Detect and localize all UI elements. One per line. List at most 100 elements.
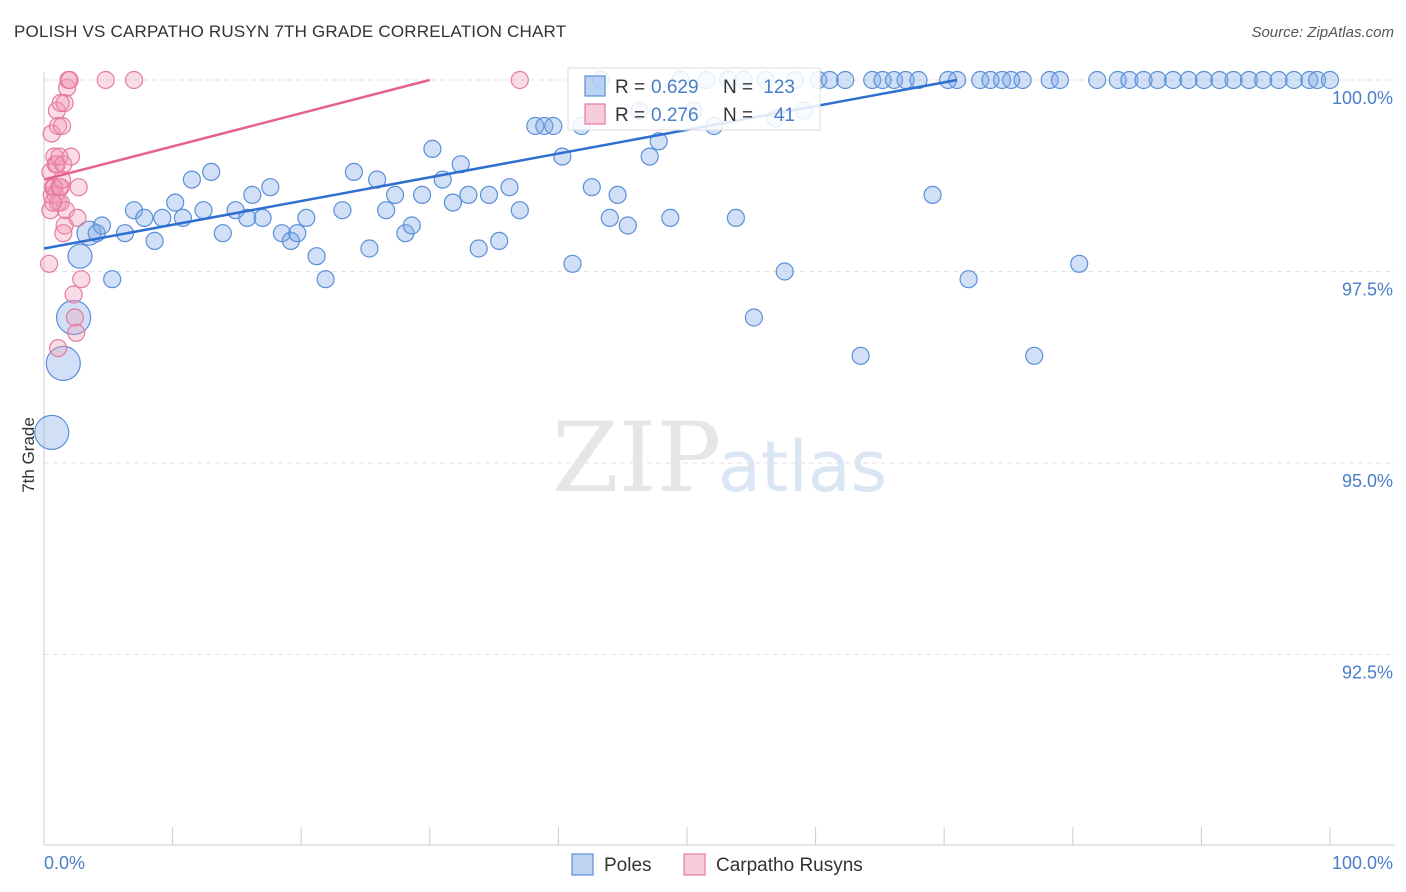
stats-swatch [584, 75, 606, 97]
poles-point [1253, 70, 1273, 90]
poles-point [1269, 70, 1288, 90]
poles-point [103, 270, 122, 289]
poles-point [1284, 70, 1304, 90]
rusyns-point [52, 116, 72, 136]
poles-point [92, 216, 112, 235]
poles-point [194, 201, 213, 220]
poles-point [443, 193, 462, 212]
poles-point [510, 201, 529, 220]
poles-point [1148, 70, 1167, 90]
poles-point [1040, 70, 1059, 90]
poles-point [744, 308, 764, 327]
stats-box-frame [567, 67, 821, 131]
poles-point [661, 208, 680, 227]
poles-point [1070, 254, 1089, 273]
poles-point [1013, 70, 1032, 90]
poles-point [182, 170, 201, 189]
poles-point [1025, 346, 1044, 365]
poles-point [959, 270, 978, 289]
poles-point [153, 208, 172, 227]
poles-point [135, 208, 154, 227]
stats-box: R = 0.629 N = 123 R = 0.276 N = 41 [567, 67, 821, 131]
poles-point [333, 201, 352, 220]
poles-point [316, 270, 335, 289]
poles-point [1210, 70, 1229, 90]
rusyns-point [64, 285, 83, 304]
poles-point [1194, 70, 1214, 90]
poles-point [413, 185, 432, 204]
poles-point [1300, 70, 1319, 90]
poles-point [582, 178, 601, 197]
stats-r-value: 0.629 [651, 77, 699, 98]
chart-title: POLISH VS CARPATHO RUSYN 7TH GRADE CORRE… [14, 22, 567, 41]
poles-point [344, 162, 363, 181]
poles-point [490, 231, 509, 250]
legend-swatch-poles [571, 853, 594, 876]
poles-point [971, 70, 990, 90]
poles-point [608, 185, 627, 204]
poles-point [726, 208, 746, 227]
x-tick-label: 100.0% [1332, 853, 1393, 873]
poles-point [479, 185, 499, 204]
x-tick-label: 0.0% [44, 853, 85, 873]
poles-point [600, 208, 619, 227]
poles-point [1179, 70, 1198, 90]
poles-point [297, 208, 316, 227]
stats-n-label: N = [723, 105, 753, 126]
poles-point [377, 201, 396, 220]
x-tick-labels: 0.0% 100.0% [44, 853, 1393, 873]
poles-point [423, 139, 442, 158]
poles-point [1320, 70, 1340, 90]
poles-point [360, 239, 379, 258]
rusyns-point [69, 178, 88, 197]
y-tick-label: 95.0% [1342, 471, 1393, 491]
poles-point [145, 231, 164, 250]
stats-n-value: 123 [763, 77, 795, 98]
series-carpatho-rusyns [39, 70, 529, 358]
rusyns-point [68, 208, 87, 227]
rusyns-point [96, 70, 115, 90]
rusyns-point [51, 93, 70, 113]
rusyns-point [510, 70, 529, 90]
stats-n-value: 41 [774, 105, 795, 126]
y-tick-label: 100.0% [1332, 88, 1393, 108]
rusyns-point [48, 339, 68, 358]
poles-point [166, 193, 185, 212]
source-label: Source: ZipAtlas.com [1251, 24, 1394, 41]
poles-point [253, 208, 272, 227]
poles-point [386, 185, 405, 204]
poles-point [947, 70, 967, 90]
gridlines [44, 79, 1395, 655]
stats-swatch [584, 103, 606, 125]
legend-label-poles: Poles [604, 855, 652, 876]
rusyns-point [48, 116, 68, 136]
poles-point [1307, 70, 1327, 90]
poles-point [307, 247, 326, 266]
poles-point [851, 346, 870, 365]
legend-label-rusyns: Carpatho Rusyns [716, 855, 863, 876]
poles-point [67, 243, 93, 269]
watermark: ZIP atlas [552, 402, 887, 514]
legend: Poles Carpatho Rusyns [571, 853, 863, 876]
rusyns-point [43, 193, 63, 212]
rusyns-point [55, 93, 74, 113]
y-axis-label: 7th Grade [19, 417, 38, 493]
rusyns-point [124, 70, 144, 90]
stats-n-label: N = [723, 77, 753, 98]
axes [43, 72, 1395, 846]
poles-point [1163, 70, 1183, 90]
poles-point [1088, 70, 1107, 90]
poles-point [1120, 70, 1139, 90]
rusyns-point [67, 323, 86, 342]
poles-point [213, 224, 232, 243]
poles-point [775, 262, 794, 281]
poles-point [863, 70, 882, 90]
stats-r-value: 0.276 [651, 105, 699, 126]
poles-point [909, 70, 928, 90]
rusyns-point [39, 254, 59, 273]
y-tick-label: 92.5% [1342, 663, 1393, 683]
rusyns-point [60, 70, 79, 90]
watermark-zip: ZIP [552, 402, 721, 514]
poles-point [563, 254, 582, 273]
poles-point [202, 162, 221, 181]
